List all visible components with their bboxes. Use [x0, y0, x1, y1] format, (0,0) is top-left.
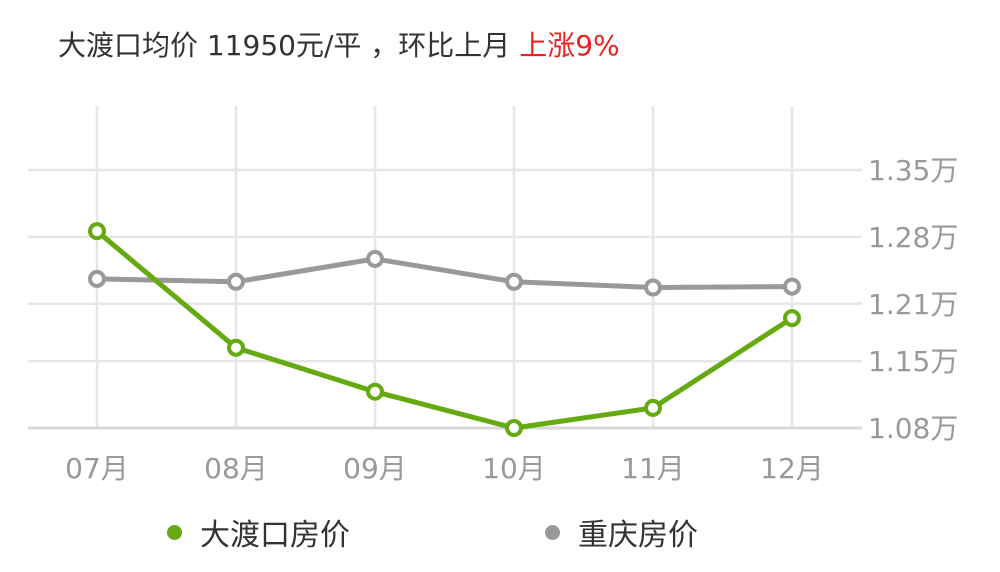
data-point-dadukou [366, 382, 384, 401]
y-tick-label: 1.15万 [868, 345, 958, 378]
legend-item-chongqing[interactable]: 重庆房价 [545, 510, 698, 554]
x-tick-label: 10月 [482, 452, 546, 485]
legend-label-dadukou: 大渡口房价 [200, 518, 350, 553]
series-line-dadukou [94, 228, 795, 431]
x-tick-label: 07月 [65, 452, 129, 485]
legend-label-chongqing: 重庆房价 [578, 518, 698, 553]
chart-headline: 大渡口均价 11950元/平 ，环比上月 上涨9% [58, 24, 620, 64]
x-tick-label: 12月 [760, 452, 824, 485]
headline-text: 大渡口均价 11950元/平 ，环比上月 [58, 29, 511, 62]
legend-marker-chongqing [545, 524, 560, 540]
x-tick-label: 08月 [204, 452, 268, 485]
data-point-chongqing [227, 272, 245, 291]
data-point-dadukou [227, 338, 245, 357]
legend-marker-dadukou [167, 524, 182, 540]
data-point-dadukou [88, 222, 106, 241]
data-point-dadukou [783, 309, 801, 328]
data-point-chongqing [644, 278, 662, 297]
data-point-dadukou [644, 398, 662, 417]
data-point-chongqing [783, 277, 801, 296]
data-point-dadukou [505, 419, 523, 437]
y-tick-label: 1.28万 [868, 221, 958, 254]
data-point-chongqing [88, 269, 106, 288]
data-point-chongqing [366, 249, 384, 268]
y-tick-label: 1.21万 [868, 288, 958, 321]
y-tick-label: 1.35万 [868, 154, 958, 187]
data-point-chongqing [505, 272, 523, 291]
legend-item-dadukou[interactable]: 大渡口房价 [167, 510, 350, 554]
y-tick-label: 1.08万 [868, 412, 958, 445]
x-tick-label: 11月 [621, 452, 685, 485]
series-line-chongqing [94, 256, 795, 290]
x-tick-label: 09月 [343, 452, 407, 485]
headline-change: 上涨9% [519, 29, 620, 62]
